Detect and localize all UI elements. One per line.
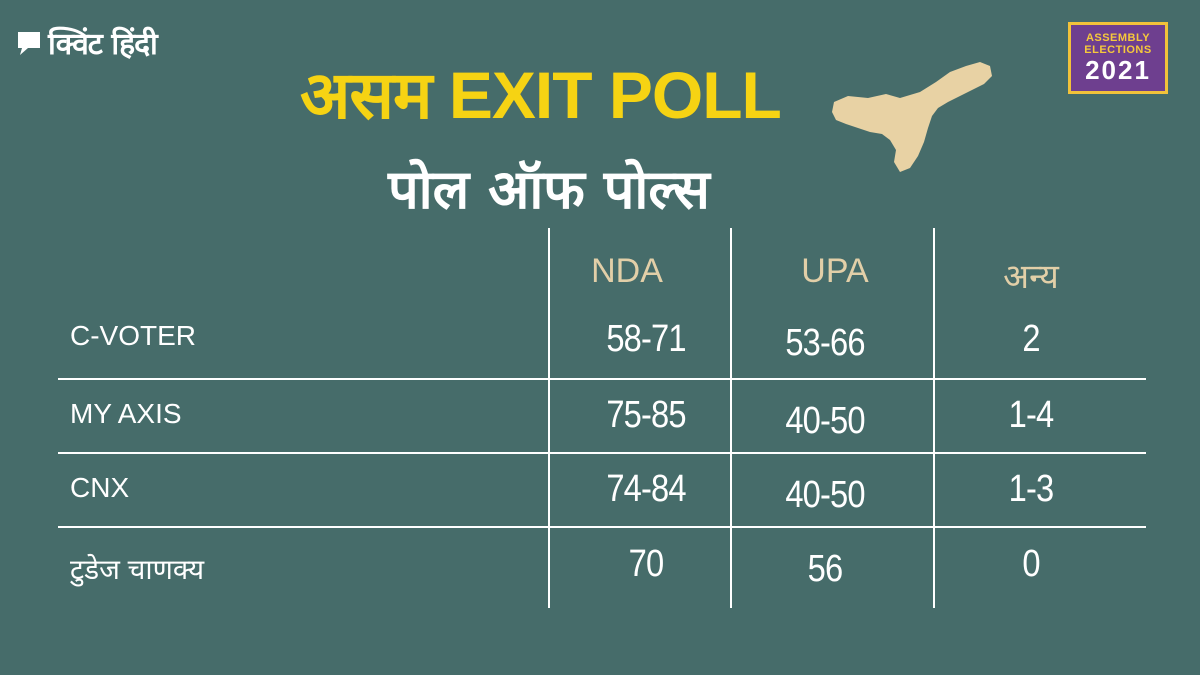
badge-line-2: ELECTIONS [1084,44,1152,56]
assam-map-icon [832,62,992,172]
cell-cvoter-nda: 58-71 [606,318,686,360]
table-divider-vertical-2 [730,228,732,608]
speech-bubble-icon [18,31,40,55]
row-label-myaxis: MY AXIS [70,398,182,429]
cell-cvoter-others: 2 [1022,318,1040,360]
table-divider-vertical-3 [933,228,935,608]
brand-name: क्विंट हिंदी [48,27,158,62]
page-title: असम EXIT POLL [300,58,782,132]
cell-myaxis-others: 1-4 [1008,394,1055,436]
brand-logo[interactable]: क्विंट हिंदी [16,22,158,63]
cell-myaxis-upa: 40-50 [785,400,865,442]
cell-cnx-nda: 74-84 [606,468,686,510]
table-divider-vertical-1 [548,228,550,608]
badge-year: 2021 [1085,55,1151,85]
cell-myaxis-nda: 75-85 [606,394,686,436]
assembly-elections-badge: ASSEMBLY ELECTIONS 2021 [1068,22,1168,94]
row-label-todays-chanakya: टुडेज चाणक्य [70,554,205,585]
cell-cnx-upa: 40-50 [785,474,865,516]
table-divider-horizontal-2 [58,452,1146,454]
cell-chanakya-nda: 70 [628,543,665,585]
column-header-upa: UPA [801,252,869,290]
table-divider-horizontal-1 [58,378,1146,380]
cell-chanakya-others: 0 [1022,543,1040,585]
column-header-others: अन्य [1003,258,1059,296]
table-divider-horizontal-3 [58,526,1146,528]
page-subtitle: पोल ऑफ पोल्स [388,158,710,221]
cell-cnx-others: 1-3 [1008,468,1055,510]
cell-cvoter-upa: 53-66 [785,322,865,364]
cell-chanakya-upa: 56 [807,548,844,590]
column-header-nda: NDA [591,252,663,290]
row-label-cnx: CNX [70,472,130,503]
row-label-cvoter: C-VOTER [70,320,196,351]
badge-line-1: ASSEMBLY [1085,32,1151,44]
